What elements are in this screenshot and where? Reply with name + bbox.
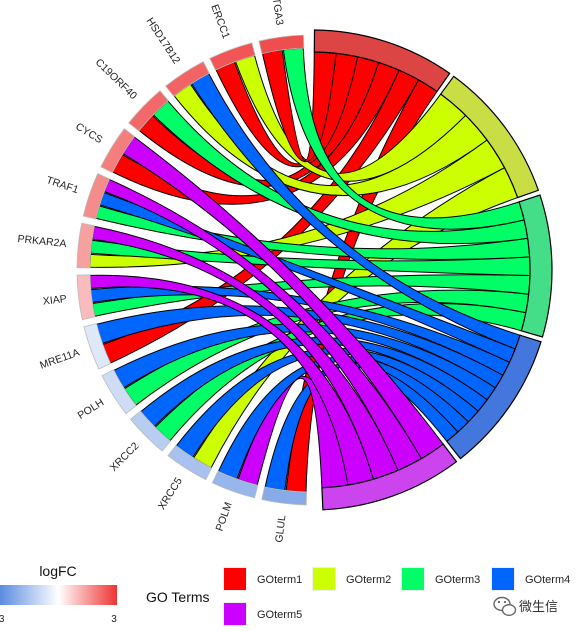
gene-label-glul: GLUL <box>273 514 288 543</box>
gene-segment-polm <box>211 470 259 499</box>
gene-label-prkar2a: PRKAR2A <box>17 233 67 250</box>
term-legend-label-goterm2: GOterm2 <box>346 574 391 586</box>
wechat-icon <box>493 596 517 617</box>
term-segment-goterm5 <box>321 443 458 511</box>
gene-segment-polh <box>101 369 137 415</box>
watermark: 微生信 <box>493 596 558 617</box>
term-segment-goterm2 <box>439 75 540 199</box>
term-segment-goterm3 <box>518 194 553 338</box>
gene-segment-hsd17b12 <box>165 61 210 97</box>
term-legend-swatch-goterm5 <box>224 603 246 625</box>
gene-segment-xiap <box>76 274 96 321</box>
term-legend-label-goterm1: GOterm1 <box>257 574 302 586</box>
logfc-legend: logFC -3 3 <box>0 563 117 625</box>
gene-label-c19orf40: C19ORF40 <box>93 56 140 102</box>
term-legend-label-goterm3: GOterm3 <box>435 574 480 586</box>
segment-layer <box>76 29 553 511</box>
gene-segment-xrcc5 <box>167 444 213 481</box>
logfc-min-label: -3 <box>0 614 5 625</box>
term-legend-swatch-goterm1 <box>224 568 246 590</box>
term-legend-swatch-goterm4 <box>492 568 514 590</box>
logfc-gradient-bar <box>0 585 117 605</box>
gene-label-ercc1: ERCC1 <box>208 3 232 41</box>
ribbon-layer <box>89 47 531 493</box>
gene-label-cycs: CYCS <box>73 121 104 146</box>
gene-segment-glul <box>261 486 307 506</box>
gene-segment-itga3 <box>258 34 305 55</box>
logfc-max-label: 3 <box>111 614 117 625</box>
gene-label-xrcc2: XRCC2 <box>108 440 142 474</box>
term-legend-swatch-goterm2 <box>313 568 335 590</box>
gene-segment-prkar2a <box>76 222 95 269</box>
gene-label-mre11a: MRE11A <box>38 347 81 372</box>
term-segment-goterm1 <box>313 29 451 93</box>
gene-label-xrcc5: XRCC5 <box>156 475 185 512</box>
go-terms-legend: GO Terms GOterm1 GOterm2 GOterm3 GOterm4GOt… <box>146 567 570 626</box>
gene-segment-ercc1 <box>209 42 256 71</box>
term-segment-goterm4 <box>445 334 542 460</box>
gene-segment-xrcc2 <box>129 410 172 452</box>
term-legend-label-goterm4: GOterm4 <box>525 574 570 586</box>
gene-segment-cycs <box>100 128 136 174</box>
gene-label-itga3: ITGA3 <box>270 0 286 26</box>
go-terms-legend-title: GO Terms <box>146 589 210 605</box>
gene-label-hsd17b12: HSD17B12 <box>144 16 183 67</box>
gene-segment-c19orf40 <box>128 90 169 132</box>
term-legend-swatch-goterm3 <box>402 568 424 590</box>
gene-segment-mre11a <box>83 323 112 370</box>
watermark-text: 微生信 <box>519 600 558 615</box>
gene-label-polm: POLM <box>213 501 234 533</box>
term-legend-items: GOterm1 GOterm2 GOterm3 GOterm4 GOterm5 <box>223 567 570 626</box>
term-legend-label-goterm5: GOterm5 <box>257 609 302 621</box>
gene-label-polh: POLH <box>76 397 107 422</box>
gene-label-xiap: XIAP <box>42 293 67 308</box>
logfc-legend-title: logFC <box>39 563 76 579</box>
gene-label-traf1: TRAF1 <box>45 174 80 196</box>
gene-segment-traf1 <box>82 173 111 220</box>
